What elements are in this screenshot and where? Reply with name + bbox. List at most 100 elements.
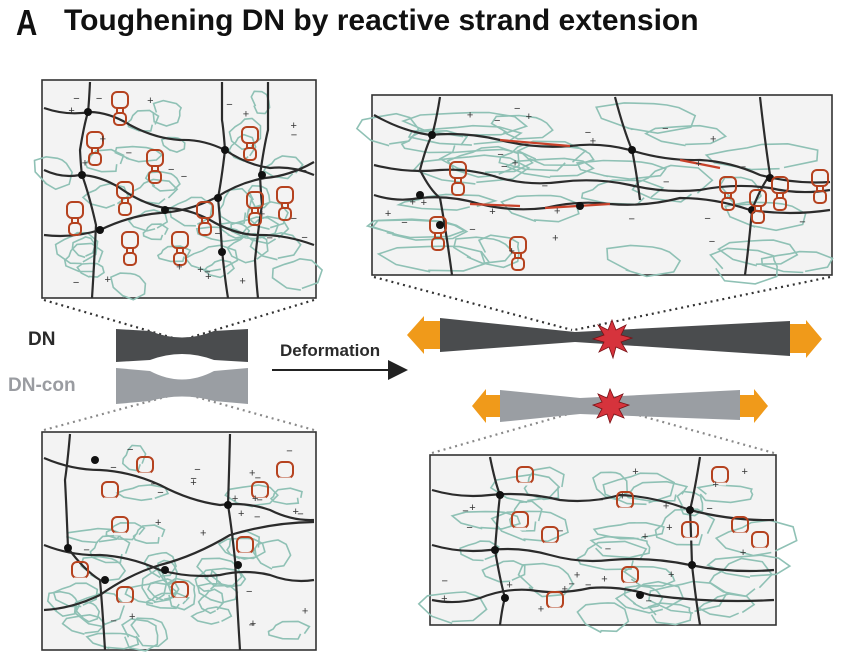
loose-chain	[196, 582, 239, 604]
loose-chain	[489, 473, 561, 504]
charge-sign-icon: −	[181, 171, 187, 183]
loose-chain	[269, 487, 303, 505]
charge-sign-icon: +	[410, 197, 416, 209]
loose-chain	[477, 234, 520, 269]
charge-sign-icon: +	[82, 158, 88, 170]
label-dn: DN	[28, 329, 56, 350]
loose-chain	[109, 272, 147, 301]
charge-sign-icon: +	[232, 493, 238, 505]
network-strand	[373, 193, 831, 215]
charge-sign-icon: −	[291, 213, 297, 225]
loose-chain	[704, 142, 819, 171]
network-dn-undeformed: +−−−++−++−+−−++−−−+−−−−+++	[33, 81, 324, 301]
loose-chain	[144, 171, 181, 192]
charge-sign-icon: −	[662, 123, 668, 135]
crosslink-node	[436, 221, 444, 229]
charge-sign-icon: +	[710, 133, 716, 145]
charge-sign-icon: +	[147, 95, 153, 107]
loose-chain	[121, 444, 147, 472]
reactive-group-icon	[121, 231, 139, 249]
charge-sign-icon: −	[663, 177, 669, 189]
charge-sign-icon: +	[200, 528, 206, 540]
loose-chain	[147, 578, 180, 602]
charge-sign-icon: +	[68, 105, 74, 117]
crosslink-node	[64, 544, 72, 552]
network-strand	[688, 456, 702, 626]
loose-chain	[614, 580, 685, 614]
charge-sign-icon: −	[462, 506, 468, 518]
charge-sign-icon: −	[226, 99, 232, 111]
charge-sign-icon: +	[385, 208, 391, 220]
loose-chain	[230, 216, 280, 240]
loose-chain	[81, 182, 130, 209]
loose-chain	[516, 144, 595, 167]
charge-sign-icon: −	[249, 619, 255, 631]
charge-sign-icon: −	[255, 472, 261, 484]
charge-sign-icon: +	[642, 531, 648, 543]
charge-sign-icon: −	[569, 579, 575, 591]
charge-sign-icon: +	[742, 466, 748, 478]
reactive-group-icon	[719, 176, 737, 194]
crosslink-node	[636, 591, 644, 599]
charge-sign-icon: −	[291, 129, 297, 141]
charge-sign-icon: −	[110, 462, 116, 474]
charge-sign-icon: +	[663, 500, 669, 512]
loose-chain	[714, 519, 798, 557]
loose-chain	[490, 114, 554, 140]
loose-chain	[85, 632, 140, 650]
charge-sign-icon: −	[73, 277, 79, 289]
charge-sign-icon: −	[740, 162, 746, 174]
loose-chain	[228, 133, 257, 162]
charge-sign-icon: −	[127, 444, 133, 456]
charge-sign-icon: −	[497, 149, 503, 161]
charge-sign-icon: −	[267, 232, 273, 244]
dn-stretched-specimen	[407, 316, 822, 360]
network-strand	[418, 96, 454, 276]
charge-sign-icon: +	[249, 468, 255, 480]
dn-con-stretched-specimen	[472, 387, 768, 425]
charge-sign-icon: −	[542, 180, 548, 192]
loose-chain	[589, 535, 651, 559]
reactive-group-icon	[811, 169, 829, 187]
pull-arrow-right-2	[740, 389, 768, 423]
loose-chain	[217, 537, 266, 560]
charge-sign-icon: +	[190, 477, 196, 489]
charge-sign-icon: −	[605, 543, 611, 555]
crosslink-node	[224, 501, 232, 509]
reactive-group-icon	[771, 176, 789, 194]
loose-chain	[121, 618, 159, 652]
charge-sign-icon: −	[204, 266, 210, 278]
loose-chain	[115, 484, 170, 502]
loose-chain	[631, 164, 714, 203]
loose-chain	[647, 602, 692, 626]
crosslink-node	[628, 146, 636, 154]
charge-sign-icon: −	[256, 495, 262, 507]
charge-sign-icon: −	[190, 473, 196, 485]
charge-sign-icon: −	[194, 464, 200, 476]
charge-sign-icon: −	[466, 522, 472, 534]
charge-sign-icon: −	[585, 580, 591, 592]
charge-sign-icon: −	[501, 161, 507, 173]
loose-chain	[760, 250, 834, 274]
charge-sign-icon: −	[96, 93, 102, 105]
network-strand	[373, 163, 831, 194]
charge-sign-icon: +	[467, 110, 473, 122]
crosslink-node	[91, 456, 99, 464]
charge-sign-icon: +	[601, 574, 607, 586]
reactive-group-icon	[509, 236, 527, 254]
extended-strand-segment	[499, 138, 571, 148]
loose-chain	[696, 483, 754, 504]
loose-chain	[146, 592, 190, 610]
charge-sign-icon: −	[73, 93, 79, 105]
charge-sign-icon: +	[205, 271, 211, 283]
charge-sign-icon: −	[514, 103, 520, 115]
charge-sign-icon: −	[83, 545, 89, 557]
reactive-group-icon	[246, 191, 264, 209]
charge-sign-icon: −	[799, 217, 805, 229]
charge-sign-icon: −	[557, 526, 563, 538]
network-dncon-undeformed: −−−++−−−+−+− +−+++−−+−+−−+−	[43, 433, 315, 652]
network-strand	[373, 114, 831, 184]
charge-sign-icon: +	[695, 158, 701, 170]
extended-strand-segment	[679, 158, 721, 170]
